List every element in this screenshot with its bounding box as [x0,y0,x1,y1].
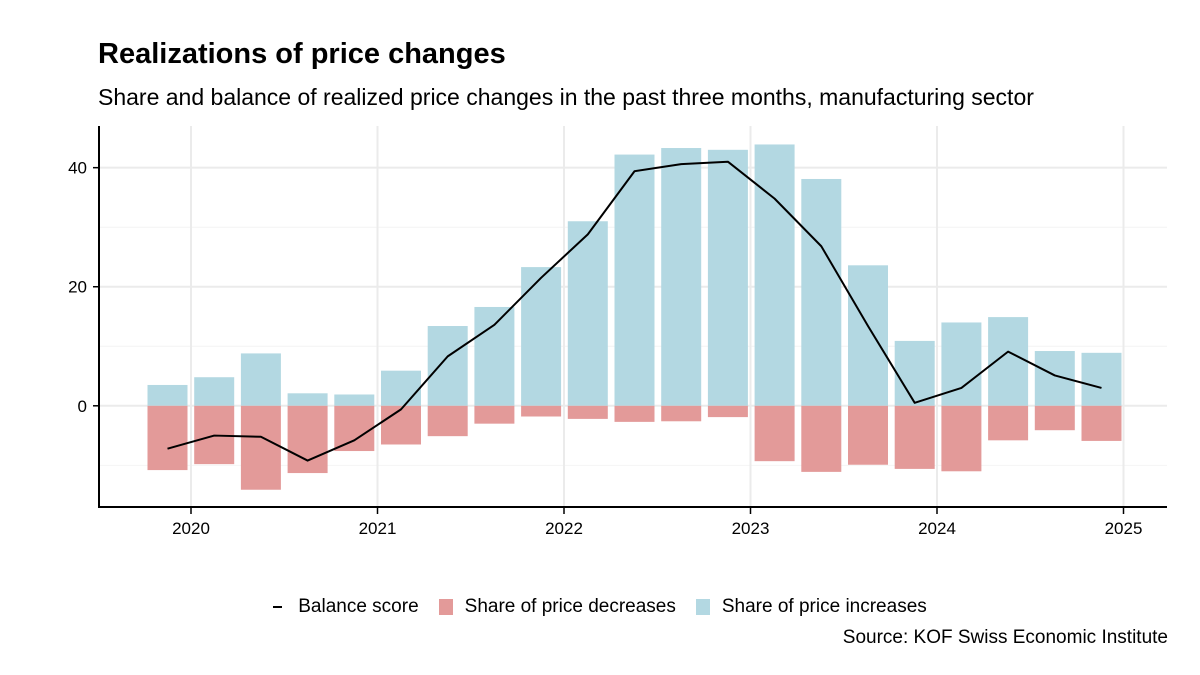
bar-increase [240,353,281,406]
x-tick-label: 2024 [918,519,956,538]
bar-decrease [427,405,468,437]
y-tick-labels: 0 20 40 [68,159,87,416]
bar-decrease [334,405,375,452]
y-tick-label: 20 [68,278,87,297]
bar-increase [287,393,328,406]
balance-line [167,160,1102,462]
bar-increase [381,370,421,406]
bar-decrease [707,405,748,418]
legend-key-balance-line [273,606,283,608]
bar-decrease [661,405,702,422]
x-tick-labels: 2020 2021 2022 2023 2024 2025 [172,519,1142,538]
legend: Balance score Share of price decreases S… [0,596,1200,618]
source-note: Source: KOF Swiss Economic Institute [842,627,1168,648]
bar-decrease [1034,405,1075,431]
bar-increase [147,384,188,406]
bar-increase [194,377,235,406]
bar-increase [894,340,935,406]
bar-decrease [287,405,328,474]
y-tick-label: 0 [78,397,87,416]
legend-item-balance: Balance score [273,596,419,618]
x-tick-label: 2021 [359,519,397,538]
axes [93,126,1167,514]
legend-item-decreases: Share of price decreases [438,596,676,618]
bar-increase [661,148,702,406]
chart-title: Realizations of price changes [98,38,506,70]
bar-decrease [567,405,608,419]
x-tick-label: 2020 [172,519,210,538]
bar-decrease [240,405,281,490]
bar-increase [707,149,748,406]
y-tick-label: 40 [68,159,87,178]
x-tick-label: 2022 [545,519,583,538]
bar-decrease [474,405,515,424]
legend-label-balance: Balance score [298,596,419,617]
bar-decrease [381,405,421,445]
bar-decrease [988,405,1029,441]
bar-decrease [521,405,562,417]
bar-decrease [941,405,982,472]
bar-increase [334,394,375,406]
bar-increase [521,267,562,406]
bar-decrease [147,405,188,471]
legend-label-decreases: Share of price decreases [464,596,676,617]
chart-subtitle: Share and balance of realized price chan… [98,84,1034,110]
bar-decrease [614,405,655,422]
bar-increase [801,178,842,406]
bar-increase [848,265,888,406]
bar-increase [427,326,468,406]
bar-increase [754,144,795,406]
x-tick-label: 2023 [732,519,770,538]
increase-bars [147,144,1122,406]
bar-decrease [754,405,795,462]
bar-decrease [894,405,935,469]
bar-decrease [801,405,842,472]
legend-label-increases: Share of price increases [721,596,927,617]
bar-increase [474,306,515,406]
legend-key-increases [695,599,710,615]
legend-item-increases: Share of price increases [695,596,927,618]
balance-line-layer [167,160,1102,462]
x-tick-label: 2025 [1105,519,1143,538]
bar-increase [567,221,608,406]
legend-key-decreases [438,599,453,615]
bar-increase [614,154,655,406]
bar-decrease [1081,405,1122,441]
decrease-bars [147,405,1122,490]
bar-increase [1081,352,1122,406]
bar-decrease [848,405,888,465]
